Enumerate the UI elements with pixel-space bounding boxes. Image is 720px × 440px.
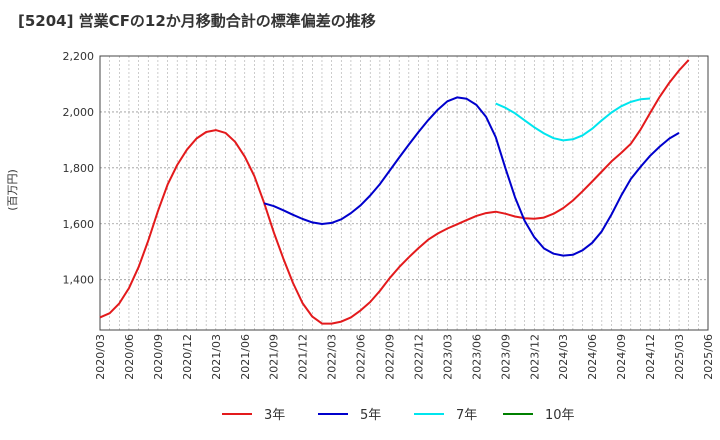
x-tick-label: 2025/06 — [702, 334, 715, 380]
x-tick-label: 2021/12 — [297, 334, 310, 380]
y-tick-label: 1,800 — [63, 162, 95, 175]
legend-label-10年: 10年 — [545, 408, 575, 423]
series-lines — [99, 59, 690, 325]
x-tick-label: 2023/12 — [528, 334, 541, 380]
legend: 3年 5年 7年 10年 — [222, 408, 575, 423]
x-tick-label: 2025/03 — [673, 334, 686, 380]
x-tick-label: 2020/03 — [94, 334, 107, 380]
plot-frame — [99, 55, 709, 331]
x-tick-label: 2024/06 — [586, 334, 599, 380]
legend-label-7年: 7年 — [456, 408, 477, 423]
x-tick-label: 2022/06 — [355, 334, 368, 380]
y-tick-label: 1,400 — [63, 274, 95, 287]
x-axis: 2020/03 2020/06 2020/09 2020/12 2021/03 2021/… — [94, 334, 715, 380]
x-tick-label: 2023/03 — [441, 334, 454, 380]
x-tick-label: 2022/09 — [384, 334, 397, 380]
x-tick-label: 2021/06 — [239, 334, 252, 380]
grid — [99, 55, 709, 330]
y-tick-label: 2,000 — [63, 106, 95, 119]
series-line-3年 — [99, 59, 690, 325]
y-axis-label: (百万円) — [6, 169, 19, 211]
x-tick-label: 2022/12 — [412, 334, 425, 380]
legend-label-3年: 3年 — [264, 408, 285, 423]
x-tick-label: 2020/09 — [152, 334, 165, 380]
x-tick-label: 2024/09 — [615, 334, 628, 380]
x-tick-label: 2024/12 — [644, 334, 657, 380]
x-tick-label: 2022/03 — [326, 334, 339, 380]
x-tick-label: 2023/06 — [470, 334, 483, 380]
x-tick-label: 2020/06 — [123, 334, 136, 380]
x-tick-label: 2021/03 — [210, 334, 223, 380]
series-line-7年 — [495, 97, 651, 142]
x-tick-label: 2021/09 — [268, 334, 281, 380]
y-tick-label: 2,200 — [63, 50, 95, 63]
y-axis: 1,400 1,600 1,800 2,000 2,200 — [63, 50, 95, 287]
x-tick-label: 2024/03 — [557, 334, 570, 380]
y-tick-label: 1,600 — [63, 218, 95, 231]
legend-label-5年: 5年 — [360, 408, 381, 423]
chart-title: [5204] 営業CFの12か月移動合計の標準偏差の推移 — [18, 12, 376, 30]
series-line-5年 — [263, 96, 680, 257]
x-tick-label: 2023/09 — [499, 334, 512, 380]
x-tick-label: 2020/12 — [181, 334, 194, 380]
